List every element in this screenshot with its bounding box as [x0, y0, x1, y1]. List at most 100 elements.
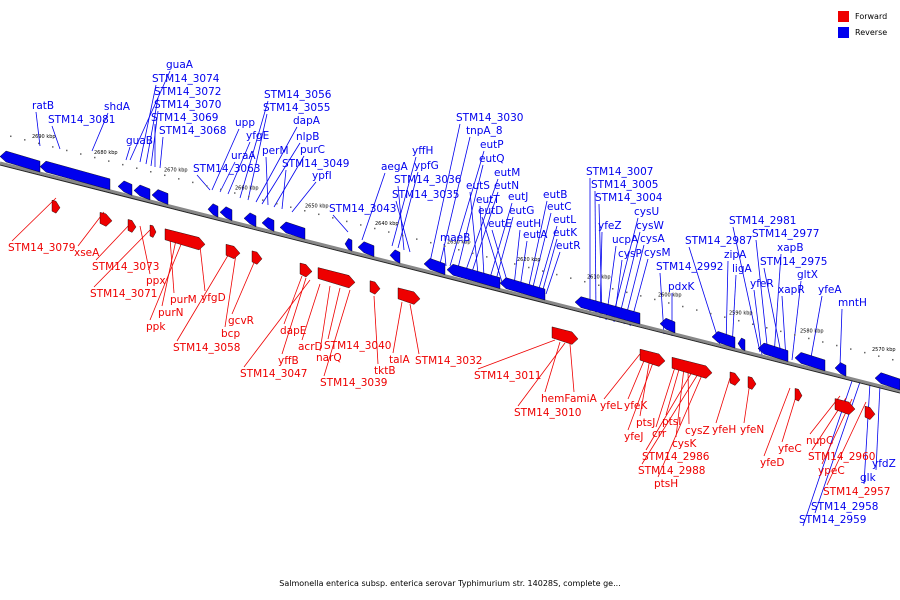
reverse-gene-label-liga[interactable]: ligA	[732, 263, 752, 275]
reverse-gene-label-stm14-2992[interactable]: STM14_2992	[656, 261, 723, 273]
reverse-gene-label-eutc[interactable]: eutC	[547, 201, 572, 213]
forward-gene-label-ptsj[interactable]: ptsJ	[636, 417, 655, 429]
reverse-gene-label-ucpa[interactable]: ucpA	[612, 234, 639, 246]
reverse-gene-label-stm14-3007[interactable]: STM14_3007	[586, 166, 653, 178]
reverse-gene-label-stm14-2987[interactable]: STM14_2987	[685, 235, 752, 247]
reverse-gene-label-stm14-3036[interactable]: STM14_3036	[394, 174, 462, 186]
reverse-gene-label-eutj[interactable]: eutJ	[508, 191, 528, 203]
reverse-gene-label-nlpb[interactable]: nlpB	[296, 131, 319, 143]
reverse-gene-label-stm14-3072[interactable]: STM14_3072	[154, 86, 221, 98]
forward-gene-label-ypec[interactable]: ypeC	[818, 465, 845, 477]
reverse-gene-label-stm14-3043[interactable]: STM14_3043	[329, 203, 396, 215]
forward-gene-label-stm14-2960[interactable]: STM14_2960	[808, 451, 875, 463]
forward-gene-label-bcp[interactable]: bcp	[221, 328, 240, 340]
reverse-gene-label-stm14-3081[interactable]: STM14_3081	[48, 114, 115, 126]
forward-gene-label-yffb[interactable]: yffB	[278, 355, 299, 367]
reverse-gene-label-euth[interactable]: eutH	[516, 218, 541, 230]
reverse-gene-label-cysp[interactable]: cysP	[618, 248, 642, 260]
forward-gene-label-cysz[interactable]: cysZ	[685, 425, 710, 437]
reverse-gene-label-stm14-2959[interactable]: STM14_2959	[799, 514, 866, 526]
reverse-gene-label-mnth[interactable]: mntH	[838, 297, 867, 309]
forward-gene-label-narq[interactable]: narQ	[316, 352, 342, 364]
reverse-gene-label-cysa[interactable]: cysA	[640, 233, 665, 245]
reverse-gene-label-ypfg[interactable]: ypfG	[414, 160, 439, 172]
reverse-gene-label-ypfi[interactable]: ypfI	[312, 170, 332, 182]
forward-gene-label-stm14-3010[interactable]: STM14_3010	[514, 407, 581, 419]
forward-gene-label-stm14-3079[interactable]: STM14_3079	[8, 242, 75, 254]
reverse-gene-label-guab[interactable]: guaB	[126, 135, 153, 147]
reverse-gene-label-stm14-2981[interactable]: STM14_2981	[729, 215, 796, 227]
reverse-gene-label-stm14-3049[interactable]: STM14_3049	[282, 158, 349, 170]
reverse-gene-label-upp[interactable]: upp	[235, 117, 255, 129]
forward-gene-label-tktb[interactable]: tktB	[374, 365, 396, 377]
reverse-gene-label-eutr[interactable]: eutR	[556, 240, 581, 252]
reverse-gene-label-xapb[interactable]: xapB	[777, 242, 804, 254]
reverse-gene-label-yfea[interactable]: yfeA	[818, 284, 842, 296]
reverse-gene-label-eutd[interactable]: eutD	[478, 205, 503, 217]
reverse-gene-label-stm14-3056[interactable]: STM14_3056	[264, 89, 332, 101]
reverse-gene-label-uraa[interactable]: uraA	[231, 150, 256, 162]
forward-gene-label-ptsi[interactable]: ptsI	[662, 416, 681, 428]
forward-gene-label-stm14-3032[interactable]: STM14_3032	[415, 355, 482, 367]
reverse-gene-label-yfdz[interactable]: yfdZ	[872, 458, 896, 470]
forward-gene-label-stm14-3071[interactable]: STM14_3071	[90, 288, 157, 300]
reverse-gene-label-purc[interactable]: purC	[300, 144, 325, 156]
forward-gene-label-stm14-3058[interactable]: STM14_3058	[173, 342, 240, 354]
reverse-gene-label-ratb[interactable]: ratB	[32, 100, 54, 112]
forward-gene-label-ptsh[interactable]: ptsH	[654, 478, 678, 490]
reverse-gene-label-stm14-3068[interactable]: STM14_3068	[159, 125, 226, 137]
reverse-gene-label-cysw[interactable]: cysW	[636, 220, 664, 232]
reverse-gene-label-eutn[interactable]: eutN	[494, 180, 519, 192]
reverse-gene-label-yfez[interactable]: yfeZ	[598, 220, 622, 232]
reverse-gene-label-stm14-3004[interactable]: STM14_3004	[595, 192, 663, 204]
reverse-gene-label-eutg[interactable]: eutG	[509, 205, 534, 217]
forward-gene-label-ppx[interactable]: ppx	[146, 275, 166, 287]
forward-gene-label-yfel[interactable]: yfeL	[600, 400, 622, 412]
reverse-gene-label-yfge[interactable]: yfgE	[246, 130, 269, 142]
reverse-gene-label-pdxk[interactable]: pdxK	[668, 281, 696, 293]
reverse-gene-label-eutl[interactable]: eutL	[553, 214, 576, 226]
forward-gene-label-yfej[interactable]: yfeJ	[624, 431, 643, 443]
forward-gene-label-yfeh[interactable]: yfeH	[712, 424, 736, 436]
reverse-gene-label-euta[interactable]: eutA	[523, 229, 548, 241]
forward-gene-label-ppk[interactable]: ppk	[146, 321, 166, 333]
reverse-gene-label-eutm[interactable]: eutM	[494, 167, 520, 179]
reverse-gene-label-stm14-2975[interactable]: STM14_2975	[760, 256, 827, 268]
forward-gene-label-dape[interactable]: dapE	[280, 325, 306, 337]
reverse-gene-label-yfer[interactable]: yfeR	[750, 278, 774, 290]
reverse-gene-label-stm14-3005[interactable]: STM14_3005	[591, 179, 658, 191]
forward-gene-label-stm14-2957[interactable]: STM14_2957	[823, 486, 890, 498]
reverse-gene-label-stm14-3035[interactable]: STM14_3035	[392, 189, 459, 201]
forward-gene-label-yfek[interactable]: yfeK	[624, 400, 648, 412]
reverse-gene-label-perm[interactable]: perM	[262, 145, 289, 157]
reverse-gene-label-xapr[interactable]: xapR	[778, 284, 805, 296]
forward-gene-label-stm14-3073[interactable]: STM14_3073	[92, 261, 159, 273]
reverse-gene-label-euts[interactable]: eutS	[466, 180, 490, 192]
forward-gene-label-stm14-3011[interactable]: STM14_3011	[474, 370, 541, 382]
reverse-gene-label-stm14-3055[interactable]: STM14_3055	[263, 102, 330, 114]
reverse-gene-label-stm14-3070[interactable]: STM14_3070	[154, 99, 221, 111]
reverse-gene-label-zipa[interactable]: zipA	[724, 249, 747, 261]
forward-gene-label-xsea[interactable]: xseA	[74, 247, 100, 259]
reverse-gene-label-gltx[interactable]: gltX	[797, 269, 818, 281]
reverse-gene-label-yffh[interactable]: yffH	[412, 145, 433, 157]
reverse-gene-label-cysu[interactable]: cysU	[634, 206, 659, 218]
forward-gene-label-gcvr[interactable]: gcvR	[228, 315, 254, 327]
forward-gene-label-yfgd[interactable]: yfgD	[201, 292, 226, 304]
forward-gene-label-acrd[interactable]: acrD	[298, 341, 323, 353]
forward-gene-label-crr[interactable]: crr	[652, 428, 667, 440]
reverse-gene-label-shda[interactable]: shdA	[104, 101, 131, 113]
reverse-gene-label-aega[interactable]: aegA	[381, 161, 409, 173]
forward-gene-label-stm14-2986[interactable]: STM14_2986	[642, 451, 710, 463]
forward-gene-label-stm14-3047[interactable]: STM14_3047	[240, 368, 307, 380]
forward-gene-label-amia[interactable]: amiA	[570, 393, 598, 405]
reverse-gene-label-tnpa-8[interactable]: tnpA_8	[466, 125, 503, 137]
reverse-gene-label-eutb[interactable]: eutB	[543, 189, 567, 201]
forward-gene-label-purm[interactable]: purM	[170, 294, 197, 306]
reverse-gene-label-stm14-2977[interactable]: STM14_2977	[752, 228, 819, 240]
reverse-gene-label-eutk[interactable]: eutK	[553, 227, 578, 239]
reverse-gene-label-eutq[interactable]: eutQ	[479, 153, 505, 165]
reverse-gene-label-stm14-3030[interactable]: STM14_3030	[456, 112, 523, 124]
reverse-gene-label-stm14-3069[interactable]: STM14_3069	[151, 112, 218, 124]
reverse-gene-label-guaa[interactable]: guaA	[166, 59, 194, 71]
